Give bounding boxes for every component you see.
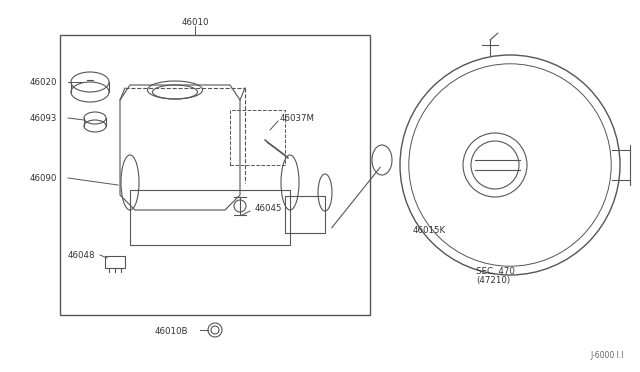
Text: SEC. 470: SEC. 470 <box>476 267 515 276</box>
Text: 46048: 46048 <box>68 250 95 260</box>
Text: 46037M: 46037M <box>280 113 315 122</box>
Text: 46090: 46090 <box>30 173 58 183</box>
Text: 46093: 46093 <box>30 113 58 122</box>
Text: 46010B: 46010B <box>155 327 189 337</box>
Bar <box>230 110 285 165</box>
Bar <box>60 35 370 315</box>
Text: (47210): (47210) <box>476 276 510 285</box>
Text: 46020: 46020 <box>30 77 58 87</box>
Bar <box>105 256 125 268</box>
Bar <box>130 190 290 245</box>
Text: 46015K: 46015K <box>413 225 446 234</box>
Text: J-6000 I.I: J-6000 I.I <box>590 350 623 359</box>
Bar <box>285 196 325 233</box>
Text: 46045: 46045 <box>255 203 282 212</box>
Text: 46010: 46010 <box>181 17 209 26</box>
